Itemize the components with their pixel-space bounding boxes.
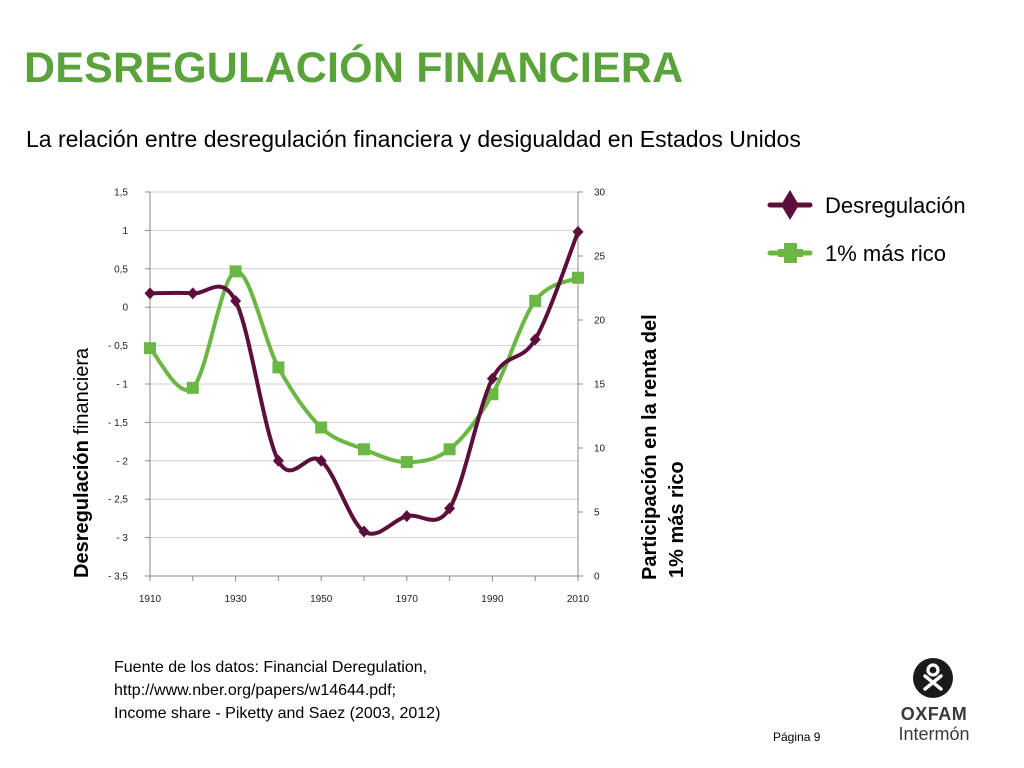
y-axis-right-label-line2: 1% más rico [666, 461, 688, 578]
y-left-tick-label: - 2,5 [108, 495, 128, 506]
source-line: Income share - Piketty and Saez (2003, 2… [114, 705, 441, 722]
data-point-deregulation [187, 287, 199, 300]
chart-series [144, 225, 584, 538]
page-number: Página 9 [773, 730, 821, 744]
oxfam-logo-icon [913, 658, 953, 698]
data-point-deregulation [272, 454, 284, 467]
gridlines [150, 191, 578, 539]
data-point-top1-share [529, 294, 542, 307]
data-point-top1-share [144, 342, 156, 355]
source-note: Fuente de los datos: Financial Deregulat… [114, 656, 440, 725]
page-title: DESREGULACIÓN FINANCIERA [24, 44, 684, 92]
data-point-deregulation [230, 295, 242, 308]
oxfam-logo: OXFAM Intermón [890, 656, 980, 748]
data-point-top1-share [229, 265, 242, 278]
chart-legend: Desregulación 1% más rico [767, 190, 966, 266]
logo-text-oxfam: OXFAM [900, 704, 968, 724]
source-line: Fuente de los datos: Financial Deregulat… [114, 659, 428, 676]
data-point-top1-share [315, 421, 328, 434]
y-axis-right-label-line1: Participación en la renta del [639, 314, 661, 580]
y-left-tick-label: - 2 [116, 456, 128, 467]
y-left-tick-label: - 3 [116, 533, 128, 544]
data-point-top1-share [572, 271, 584, 284]
legend-label: Desregulación [825, 193, 966, 218]
data-point-top1-share [272, 361, 285, 374]
y-right-tick-label: 0 [594, 572, 600, 583]
data-point-top1-share [186, 381, 199, 394]
legend-marker-diamond [781, 190, 799, 220]
y-right-tick-label: 25 [594, 252, 606, 263]
y-axis-left-label-bold: Desregulación [71, 440, 93, 578]
series-line-deregulation [149, 231, 580, 536]
data-point-top1-share [443, 443, 456, 456]
series-line-top1-share [148, 269, 579, 465]
data-point-top1-share [358, 443, 370, 456]
data-point-deregulation [486, 372, 498, 385]
data-point-top1-share [400, 456, 413, 469]
y-left-tick-label: 0 [122, 303, 128, 314]
data-point-top1-share [486, 388, 499, 401]
y-axis-left-label-normal: financiera [71, 347, 93, 440]
y-axis-left-label: Desregulación financiera [71, 347, 93, 578]
y-left-tick-label: - 1,5 [108, 418, 128, 429]
data-point-deregulation [572, 225, 584, 238]
y-left-tick-label: - 1 [116, 380, 128, 391]
y-left-tick-label: 1 [122, 226, 128, 237]
legend-label: 1% más rico [825, 241, 946, 266]
y-left-tick-label: 1,5 [114, 188, 128, 199]
data-point-deregulation [315, 454, 327, 467]
x-tick-label: 1970 [396, 594, 419, 605]
y-left-tick-label: - 0,5 [108, 341, 128, 352]
legend-marker-square [778, 249, 803, 257]
data-point-deregulation [401, 510, 413, 523]
page-subtitle: La relación entre desregulación financie… [26, 126, 801, 152]
x-tick-label: 1990 [481, 594, 504, 605]
logo-text-intermon: Intermón [898, 724, 970, 744]
y-right-tick-label: 30 [594, 188, 606, 199]
x-tick-label: 1930 [224, 594, 247, 605]
chart-axes: 1,5 1 0,5 0 - 0,5 - 1 - 1,5 - 2 - 2,5 - 3 - 3,5 30 2… [108, 188, 606, 606]
y-left-tick-label: 0,5 [114, 264, 128, 275]
y-right-tick-label: 10 [594, 444, 606, 455]
x-tick-label: 1950 [310, 594, 333, 605]
data-point-deregulation [444, 502, 456, 515]
source-line: http://www.nber.org/papers/w14644.pdf; [114, 682, 396, 699]
data-point-deregulation [529, 333, 541, 346]
x-tick-label: 1910 [139, 594, 162, 605]
y-right-tick-label: 20 [594, 316, 606, 327]
x-tick-label: 2010 [567, 594, 590, 605]
data-point-deregulation [358, 525, 370, 538]
data-point-deregulation [144, 287, 156, 300]
y-left-tick-label: - 3,5 [108, 572, 128, 583]
y-right-tick-label: 15 [594, 380, 606, 391]
y-right-tick-label: 5 [594, 508, 600, 519]
